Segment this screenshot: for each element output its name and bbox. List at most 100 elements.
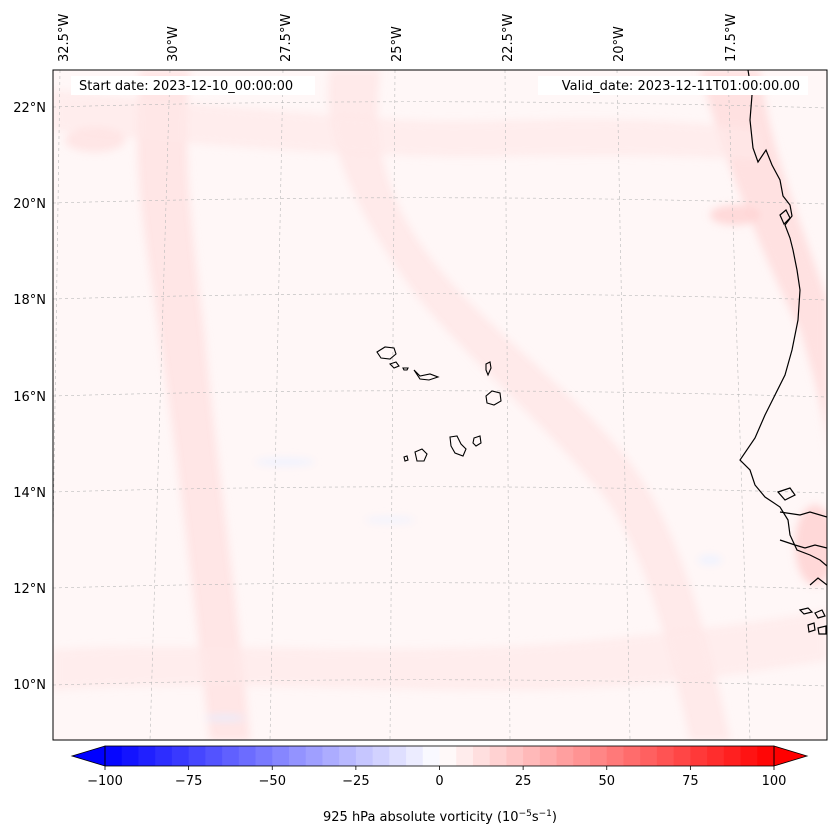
parallel-20n: [53, 197, 827, 205]
vorticity-band-west: [137, 70, 250, 740]
meridian-25w: [389, 70, 396, 740]
colorbar-extend-min: [70, 745, 106, 767]
colorbar-segment: [205, 746, 223, 766]
colorbar-segment: [355, 746, 374, 766]
coast-cape-verde-peninsula: [776, 487, 796, 501]
meridian-20w: [616, 70, 631, 740]
colorbar-tick-label: 75: [682, 774, 699, 789]
meridian-27-5w: [269, 70, 284, 740]
island-brava: [403, 455, 409, 462]
parallel-22n: [53, 101, 827, 109]
colorbar-segment: [456, 746, 474, 766]
coast-guinea: [809, 577, 827, 586]
colorbar-segment: [105, 746, 123, 766]
vorticity-max-3: [65, 128, 125, 152]
colorbar-tick-label: 100: [762, 774, 787, 789]
lat-label-20n: 20°N: [13, 197, 46, 212]
colorbar-tick-label: −25: [342, 774, 369, 789]
start-date-box: [71, 76, 315, 95]
coast-mauritania-senegal: [739, 70, 827, 567]
colorbar-segment: [723, 746, 742, 766]
island-banc-arguin: [779, 209, 791, 226]
meridian-17-5w: [727, 70, 751, 740]
vorticity-band-lower: [53, 610, 827, 690]
colorbar-segment: [288, 746, 307, 766]
meridian-30w: [149, 70, 171, 740]
vorticity-field: [53, 70, 827, 740]
colorbar: −100 −75 −50 −25 0 25 50 75 100 925 hPa absolute…: [70, 745, 809, 825]
meridian-22-5w: [504, 70, 511, 740]
graticule: [53, 70, 827, 740]
lon-label-17-5w: 17.5°W: [724, 14, 739, 62]
colorbar-segment: [656, 746, 675, 766]
longitude-labels: 32.5°W 30°W 27.5°W 25°W 22.5°W 20°W 17.5…: [57, 14, 739, 62]
colorbar-segment: [171, 746, 190, 766]
colorbar-segment: [339, 746, 357, 766]
colorbar-tick-label: −75: [175, 774, 202, 789]
colorbar-segment: [372, 746, 390, 766]
island-santa-luzia: [402, 367, 409, 371]
coast-bijagos-1: [798, 607, 814, 615]
colorbar-segment: [707, 746, 725, 766]
colorbar-tick-label: 25: [515, 774, 532, 789]
lat-label-18n: 18°N: [13, 293, 46, 308]
lat-label-14n: 14°N: [13, 486, 46, 501]
start-date-label: Start date: 2023-12-10_00:00:00: [79, 79, 293, 94]
colorbar-segment: [623, 746, 641, 766]
colorbar-tick-label: 50: [598, 774, 615, 789]
colorbar-ticks: −100 −75 −50 −25 0 25 50 75 100: [87, 766, 786, 789]
lat-label-22n: 22°N: [13, 101, 46, 116]
colorbar-segment: [757, 746, 775, 766]
lon-label-20w: 20°W: [612, 26, 627, 62]
island-boa-vista: [485, 390, 502, 406]
colorbar-segment: [556, 746, 574, 766]
colorbar-segment: [121, 746, 140, 766]
colorbar-segment: [690, 746, 708, 766]
vorticity-max-1: [710, 205, 760, 225]
colorbar-segment: [305, 746, 324, 766]
colorbar-label: 925 hPa absolute vorticity (10−5s−1): [323, 809, 557, 825]
island-sao-nicolau: [413, 369, 440, 381]
parallel-18n: [53, 293, 827, 301]
colorbar-tick-label: −50: [259, 774, 286, 789]
lat-label-16n: 16°N: [13, 390, 46, 405]
colorbar-segment: [422, 746, 441, 766]
vorticity-max-2: [795, 505, 827, 585]
lat-label-10n: 10°N: [13, 678, 46, 693]
vorticity-min-4: [698, 555, 722, 565]
island-fogo: [414, 448, 428, 462]
colorbar-segment: [539, 746, 558, 766]
map-panel: [53, 70, 827, 740]
colorbar-segment: [590, 746, 608, 766]
lon-label-22-5w: 22.5°W: [501, 14, 516, 62]
island-sao-vicente: [388, 361, 400, 369]
map-frame: [52, 69, 828, 741]
island-maio: [472, 435, 482, 447]
island-sal: [485, 361, 492, 377]
colorbar-extend-max: [773, 745, 809, 767]
parallel-14n: [53, 486, 827, 494]
lon-label-30w: 30°W: [166, 26, 181, 62]
colorbar-segment: [406, 746, 424, 766]
colorbar-segment: [506, 746, 524, 766]
coast-guinea-bissau: [779, 539, 827, 549]
colorbar-segment: [523, 746, 541, 766]
lon-label-32-5w: 32.5°W: [57, 14, 72, 62]
parallel-16n: [53, 390, 827, 398]
valid-date-box: [538, 76, 808, 95]
colorbar-segment: [573, 746, 591, 766]
valid-date-label: Valid_date: 2023-12-11T01:00:00.00: [562, 79, 800, 94]
colorbar-segment: [673, 746, 691, 766]
colorbar-segment: [640, 746, 658, 766]
colorbar-segment: [222, 746, 240, 766]
parallel-10n: [53, 679, 827, 687]
vorticity-band-coast: [700, 70, 827, 460]
colorbar-segment: [322, 746, 340, 766]
african-coastline: [739, 70, 827, 635]
colorbar-segment: [188, 746, 206, 766]
coast-gambia: [779, 511, 827, 518]
colorbar-segment: [489, 746, 508, 766]
vorticity-min-2: [365, 517, 415, 523]
colorbar-tick-label: −100: [87, 774, 123, 789]
